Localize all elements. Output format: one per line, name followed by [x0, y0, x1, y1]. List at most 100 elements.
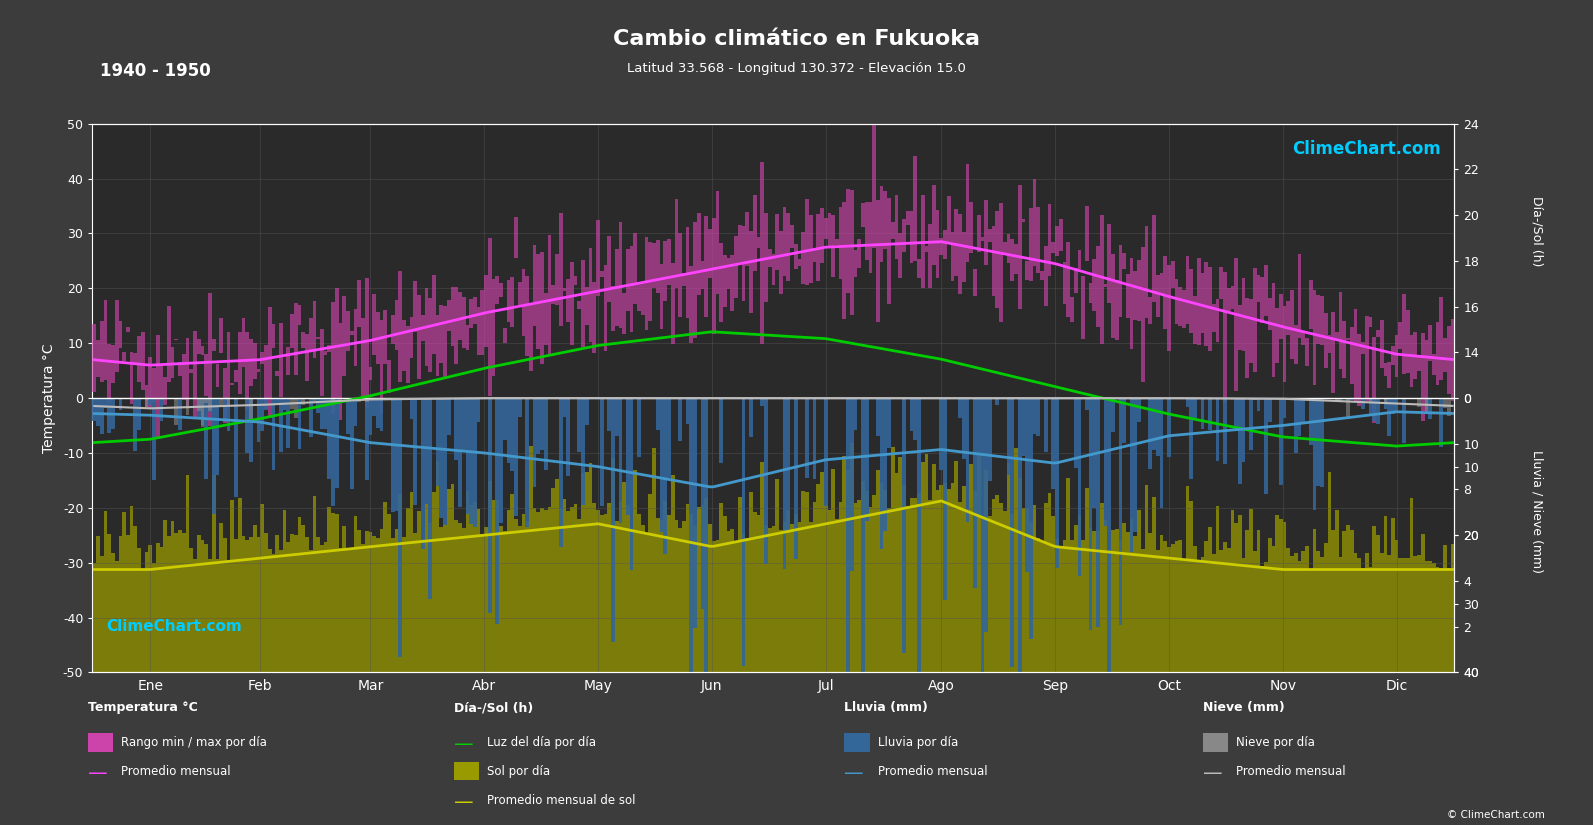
Bar [424, 505, 429, 672]
Bar [354, 516, 357, 672]
Bar [170, 521, 175, 672]
Bar [1007, 463, 1010, 672]
Bar [1388, 555, 1391, 672]
Bar [317, 398, 320, 412]
Bar [1432, 354, 1435, 375]
Bar [693, 526, 696, 672]
Bar [379, 320, 384, 414]
Bar [276, 398, 279, 403]
Bar [581, 398, 585, 505]
Bar [1040, 271, 1043, 281]
Text: ClimeChart.com: ClimeChart.com [107, 619, 242, 634]
Bar [1257, 530, 1260, 672]
Bar [1021, 398, 1026, 456]
Text: Promedio mensual: Promedio mensual [121, 765, 231, 778]
Bar [1429, 398, 1432, 419]
Bar [1219, 549, 1223, 672]
Text: Temperatura °C: Temperatura °C [88, 701, 198, 714]
Bar [674, 199, 679, 288]
Bar [918, 493, 921, 672]
Bar [1335, 398, 1338, 399]
Bar [331, 302, 335, 414]
Bar [298, 398, 301, 449]
Bar [793, 398, 798, 559]
Bar [159, 547, 164, 672]
Bar [851, 443, 854, 672]
Bar [323, 542, 328, 672]
Bar [969, 202, 973, 253]
Bar [838, 207, 843, 279]
Bar [387, 360, 390, 394]
Bar [271, 554, 276, 672]
Bar [92, 398, 96, 421]
Bar [865, 202, 868, 260]
Bar [671, 263, 674, 343]
Bar [532, 245, 537, 326]
Bar [712, 219, 715, 334]
Bar [910, 211, 913, 262]
Text: —: — [844, 764, 863, 784]
Bar [1282, 306, 1287, 382]
Bar [151, 398, 156, 480]
Bar [865, 492, 868, 672]
Bar [629, 530, 634, 672]
Bar [470, 299, 473, 328]
Bar [1085, 398, 1088, 410]
Bar [1391, 346, 1395, 365]
Bar [957, 502, 962, 672]
Bar [164, 377, 167, 405]
Bar [220, 318, 223, 353]
Bar [526, 521, 529, 672]
Bar [932, 185, 935, 265]
Bar [398, 271, 401, 382]
Text: —: — [454, 793, 473, 813]
Bar [1230, 511, 1235, 672]
Bar [1282, 522, 1287, 672]
Bar [1235, 398, 1238, 431]
Bar [186, 398, 190, 416]
Bar [612, 286, 615, 332]
Bar [765, 398, 768, 563]
Bar [1313, 290, 1316, 385]
Bar [1171, 262, 1174, 288]
Bar [198, 535, 201, 672]
Bar [96, 398, 100, 426]
Bar [1402, 558, 1407, 672]
Bar [1074, 526, 1077, 672]
Bar [1368, 567, 1372, 672]
Bar [112, 345, 115, 383]
Bar [812, 502, 816, 672]
Bar [1104, 520, 1107, 672]
Bar [1152, 214, 1157, 302]
Text: Lluvia / Nieve (mm): Lluvia / Nieve (mm) [1531, 450, 1544, 573]
Bar [1104, 284, 1107, 287]
Bar [1446, 568, 1451, 672]
Bar [354, 309, 357, 365]
Bar [279, 323, 282, 397]
Bar [723, 516, 726, 672]
Bar [1287, 301, 1290, 335]
Text: —: — [454, 735, 473, 755]
Bar [342, 526, 346, 672]
Bar [906, 506, 910, 672]
Bar [1335, 332, 1338, 341]
Bar [652, 243, 656, 288]
Bar [760, 462, 765, 672]
Bar [1215, 506, 1219, 672]
Bar [656, 398, 660, 430]
Bar [503, 328, 507, 342]
Bar [988, 229, 992, 242]
Bar [793, 243, 798, 269]
Bar [1357, 334, 1360, 407]
Bar [656, 517, 660, 672]
Bar [1301, 398, 1305, 422]
Bar [301, 332, 306, 348]
Bar [190, 369, 193, 373]
Text: © ClimeChart.com: © ClimeChart.com [1448, 810, 1545, 820]
Bar [1096, 531, 1099, 672]
Bar [601, 515, 604, 672]
Text: Promedio mensual: Promedio mensual [878, 765, 988, 778]
Text: Promedio mensual de sol: Promedio mensual de sol [487, 794, 636, 807]
Bar [465, 491, 470, 672]
Bar [1343, 531, 1346, 672]
